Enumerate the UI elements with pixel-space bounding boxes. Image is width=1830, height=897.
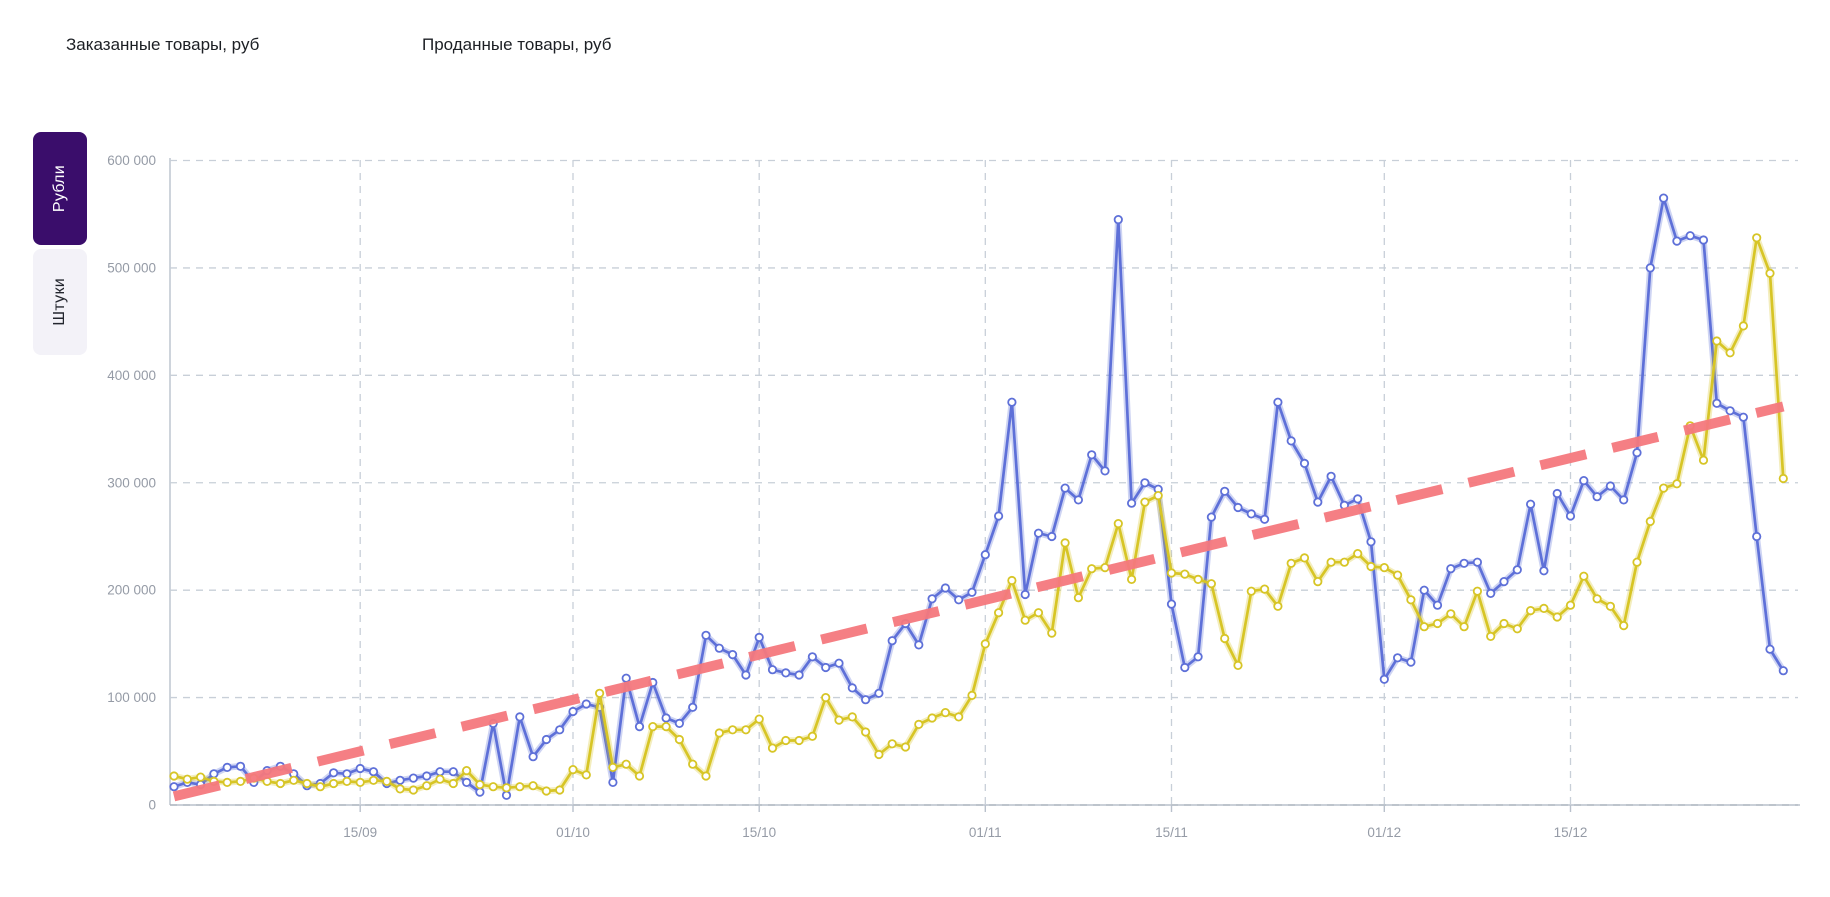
svg-text:01/12: 01/12 — [1367, 825, 1401, 840]
svg-text:400 000: 400 000 — [107, 368, 156, 383]
svg-text:15/11: 15/11 — [1155, 825, 1188, 840]
unit-tabs: Рубли Штуки — [33, 132, 87, 359]
svg-text:300 000: 300 000 — [107, 475, 156, 490]
tab-rubles[interactable]: Рубли — [33, 132, 87, 245]
legend-label-ordered: Заказанные товары, руб — [66, 34, 260, 54]
tab-units[interactable]: Штуки — [33, 249, 87, 355]
legend: Заказанные товары, руб Проданные товары,… — [0, 0, 1830, 70]
svg-text:500 000: 500 000 — [107, 260, 156, 275]
svg-text:15/10: 15/10 — [742, 825, 776, 840]
svg-text:15/09: 15/09 — [343, 825, 377, 840]
checkbox-ordered[interactable] — [30, 32, 55, 57]
svg-text:15/12: 15/12 — [1554, 825, 1588, 840]
svg-text:0: 0 — [148, 798, 156, 813]
trend-line — [172, 401, 1785, 802]
legend-item-ordered: Заказанные товары, руб — [30, 32, 259, 57]
series-ordered — [169, 193, 1788, 800]
legend-label-sold: Проданные товары, руб — [422, 34, 612, 54]
checkmark-icon — [35, 39, 50, 51]
svg-text:200 000: 200 000 — [107, 583, 156, 598]
checkmark-icon — [382, 39, 397, 51]
series-sold — [169, 233, 1788, 796]
svg-text:600 000: 600 000 — [107, 153, 156, 168]
legend-item-sold: Проданные товары, руб — [377, 32, 611, 57]
svg-text:100 000: 100 000 — [107, 690, 156, 705]
svg-text:01/10: 01/10 — [556, 825, 590, 840]
checkbox-sold[interactable] — [377, 32, 402, 57]
grid: 0 100 000 200 000 300 000 400 000 500 000 600 … — [107, 153, 1800, 840]
svg-text:01/11: 01/11 — [969, 825, 1002, 840]
